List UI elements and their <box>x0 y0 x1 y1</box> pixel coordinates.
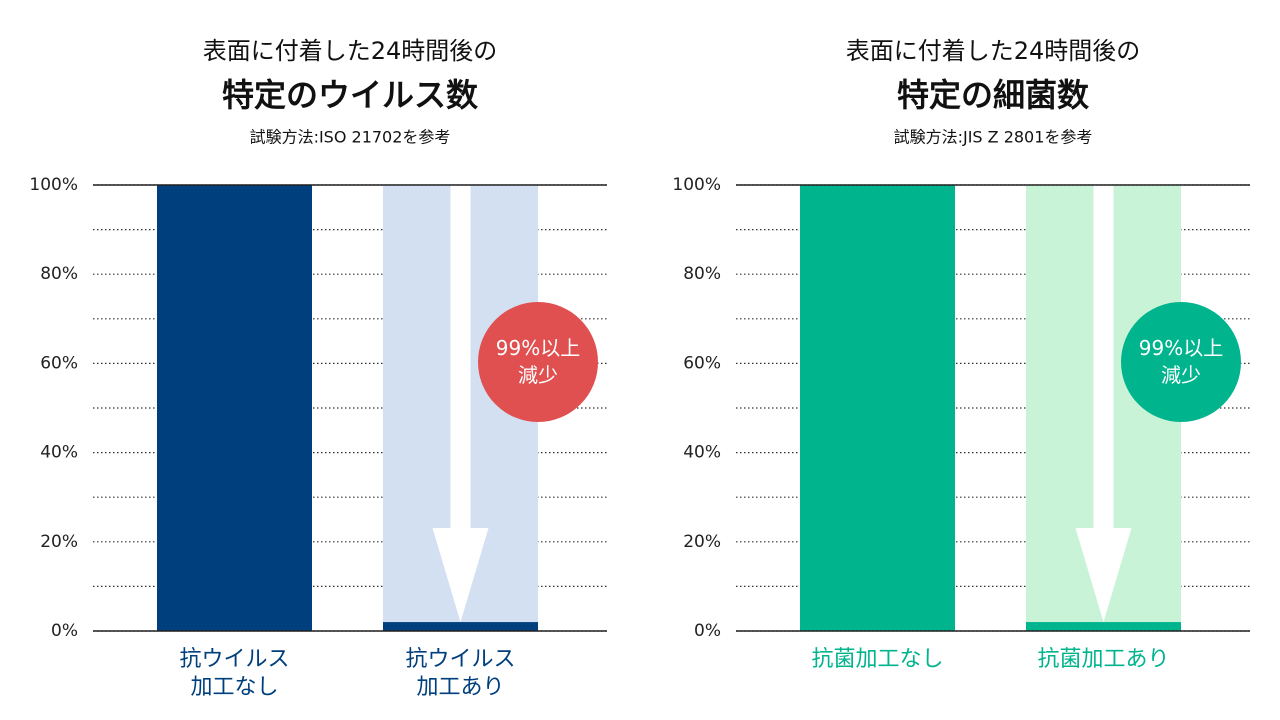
bar <box>157 185 312 631</box>
y-tick-label: 80% <box>40 264 78 284</box>
annotation-badge <box>478 302 598 422</box>
chart-subtitle: 特定の細菌数 <box>897 76 1090 114</box>
x-tick-label: 抗ウイルス加工なし <box>179 647 290 700</box>
bar <box>800 185 955 631</box>
y-tick-label: 0% <box>51 621 78 641</box>
x-tick-label: 抗菌加工なし <box>811 647 944 672</box>
y-tick-label: 60% <box>683 353 721 373</box>
y-tick-label: 100% <box>29 175 78 195</box>
y-tick-label: 100% <box>672 175 721 195</box>
bar <box>1026 622 1181 631</box>
annotation-badge <box>1121 302 1241 422</box>
reduction-arrow <box>432 185 489 623</box>
annotation-text: 99%以上減少 <box>1138 336 1224 387</box>
chart-subtitle: 特定のウイルス数 <box>222 76 479 114</box>
bar <box>383 622 538 631</box>
y-tick-label: 20% <box>683 532 721 552</box>
chart-note: 試験方法:JIS Z 2801を参考 <box>894 128 1093 147</box>
chart-title: 表面に付着した24時間後の <box>203 37 498 65</box>
x-tick-label: 抗菌加工あり <box>1037 647 1170 672</box>
y-tick-label: 0% <box>694 621 721 641</box>
chart-title: 表面に付着した24時間後の <box>846 37 1141 65</box>
y-tick-label: 40% <box>40 443 78 463</box>
chart-note: 試験方法:ISO 21702を参考 <box>250 128 451 147</box>
x-tick-label: 抗ウイルス加工あり <box>405 647 516 700</box>
y-tick-label: 20% <box>40 532 78 552</box>
annotation-text: 99%以上減少 <box>495 336 581 387</box>
y-tick-label: 40% <box>683 443 721 463</box>
reduction-arrow <box>1075 185 1132 623</box>
y-tick-label: 60% <box>40 353 78 373</box>
y-tick-label: 80% <box>683 264 721 284</box>
